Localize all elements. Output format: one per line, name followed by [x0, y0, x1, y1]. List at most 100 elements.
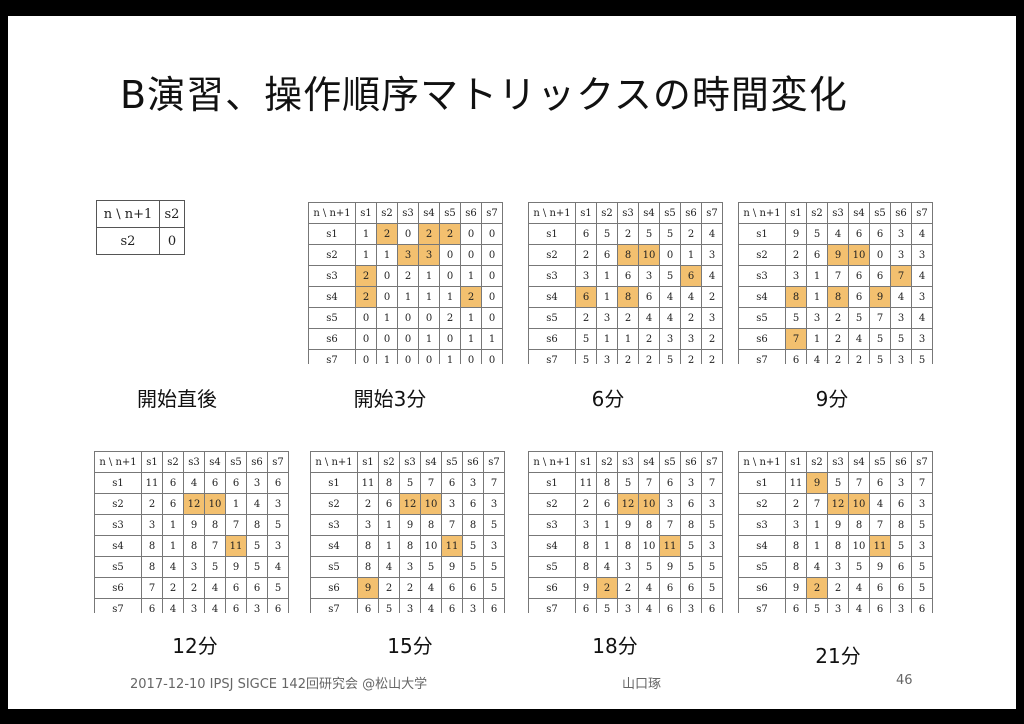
matrix-cell: 5	[911, 577, 933, 599]
matrix-cell: 11	[575, 472, 597, 494]
matrix-cell: 5	[890, 535, 912, 557]
matrix-cell: 1	[378, 514, 400, 536]
matrix-cell: 6	[462, 493, 484, 515]
matrix-cell: 4	[806, 349, 828, 364]
matrix-cell: 6	[204, 472, 226, 494]
matrix-cell: 6	[701, 598, 723, 613]
matrix-cell: 3	[890, 223, 912, 245]
matrix-row: s1 9 5 4 6 6 3 4	[738, 223, 933, 245]
matrix-row-header: s4	[94, 535, 142, 557]
matrix-col-header: s5	[439, 202, 461, 224]
matrix-cell: 8	[246, 514, 268, 536]
matrix-cell: 4	[911, 265, 933, 287]
matrix-cell: 2	[806, 577, 828, 599]
matrix-caption: 12分	[172, 634, 218, 658]
matrix-cell: 2	[701, 349, 723, 364]
matrix-cell: 3	[246, 472, 268, 494]
matrix-cell: 4	[162, 598, 184, 613]
matrix-row-header: s2	[308, 244, 356, 266]
matrix-row-header: s2	[528, 244, 576, 266]
matrix-cell: 0	[481, 244, 503, 266]
matrix-cell: 4	[911, 223, 933, 245]
matrix-cell: 6	[848, 223, 870, 245]
matrix-cell: 5	[848, 556, 870, 578]
matrix-cell: 0	[481, 223, 503, 245]
matrix-cell: 3	[441, 493, 463, 515]
matrix-row-header: s1	[94, 472, 142, 494]
matrix-cell: 5	[680, 535, 702, 557]
matrix-cell: 4	[596, 556, 618, 578]
matrix-cell: 5	[617, 472, 639, 494]
matrix-col-header: s7	[267, 451, 289, 473]
matrix-cell: 2	[141, 493, 163, 515]
matrix-cell: 5	[462, 535, 484, 557]
matrix-col-header: s1	[575, 202, 597, 224]
matrix-col-header: s6	[462, 451, 484, 473]
matrix-row: s3 3 1 7 6 6 7 4	[738, 265, 933, 287]
matrix-cell: 3	[659, 493, 681, 515]
matrix-cell: 7	[827, 265, 849, 287]
matrix-cell: 9	[225, 556, 247, 578]
matrix-col-header: s5	[441, 451, 463, 473]
matrix-cell: 9	[183, 514, 205, 536]
matrix-cell: 3	[890, 349, 912, 364]
matrix-cell: 0	[439, 244, 461, 266]
matrix-col-header: s4	[638, 451, 660, 473]
matrix-col-header: s7	[911, 451, 933, 473]
matrix-cell: 2	[397, 265, 419, 287]
matrix-cell: 6	[483, 598, 505, 613]
matrix-row-header: s7	[308, 349, 356, 364]
matrix-row: s6 0 0 0 1 0 1 1	[308, 328, 503, 350]
matrix-cell: 8	[575, 535, 597, 557]
matrix-cell: 2	[617, 307, 639, 329]
matrix-cell: 3	[911, 244, 933, 266]
matrix-cell: 7	[869, 514, 891, 536]
matrix-5: n \ n+1 s1 s2 s3 s4 s5 s6 s7 s1 11 8 5 7 6 3 7 s2 2 6 12 10 3…	[310, 451, 510, 613]
matrix-cell: 6	[378, 493, 400, 515]
matrix-cell: 6	[659, 598, 681, 613]
matrix-cell: 3	[462, 598, 484, 613]
matrix-cell: 6	[441, 598, 463, 613]
matrix-row-header: s4	[738, 286, 786, 308]
matrix-row-header: s3	[528, 265, 576, 287]
matrix-cell: 11	[357, 472, 379, 494]
matrix-cell: 1	[376, 307, 398, 329]
matrix-cell: 6	[869, 472, 891, 494]
matrix-row-header: s5	[738, 556, 786, 578]
matrix-cell: 5	[659, 349, 681, 364]
matrix-caption: 18分	[592, 634, 638, 658]
matrix-row: s2 2 6 12 10 3 6 3	[310, 493, 505, 515]
matrix-col-header: s5	[659, 451, 681, 473]
matrix-row-header: s7	[528, 598, 576, 613]
matrix-row-header: s7	[310, 598, 358, 613]
matrix-row: s5 2 3 2 4 4 2 3	[528, 307, 723, 329]
matrix-cell: 1	[418, 328, 440, 350]
matrix-cell: 8	[827, 286, 849, 308]
matrix-row-header: s3	[94, 514, 142, 536]
matrix-col-header: s3	[827, 202, 849, 224]
matrix-cell: 11	[785, 472, 807, 494]
matrix-col-header: s4	[420, 451, 442, 473]
matrix-row: s4 2 0 1 1 1 2 0	[308, 286, 503, 308]
matrix-col-header: s3	[183, 451, 205, 473]
matrix-cell: 7	[785, 328, 807, 350]
matrix-corner: n \ n+1	[738, 202, 786, 224]
matrix-cell: 5	[638, 223, 660, 245]
matrix-row: s1 6 5 2 5 5 2 4	[528, 223, 723, 245]
matrix-cell: 6	[575, 286, 597, 308]
matrix-cell: 3	[617, 556, 639, 578]
matrix-caption: 9分	[815, 387, 849, 411]
matrix-cell: 6	[357, 598, 379, 613]
matrix-cell: 7	[420, 472, 442, 494]
matrix-cell: 0	[418, 307, 440, 329]
matrix-col-header: s1	[575, 451, 597, 473]
matrix-cell: 2	[701, 286, 723, 308]
matrix-cell: 8	[617, 535, 639, 557]
matrix-cell: 5	[462, 556, 484, 578]
matrix-cell: 3	[680, 328, 702, 350]
matrix-cell: 0	[397, 307, 419, 329]
matrix-cell: 6	[575, 598, 597, 613]
matrix-cell: 4	[680, 286, 702, 308]
matrix-cell: 3	[890, 244, 912, 266]
matrix-cell: 3	[462, 472, 484, 494]
